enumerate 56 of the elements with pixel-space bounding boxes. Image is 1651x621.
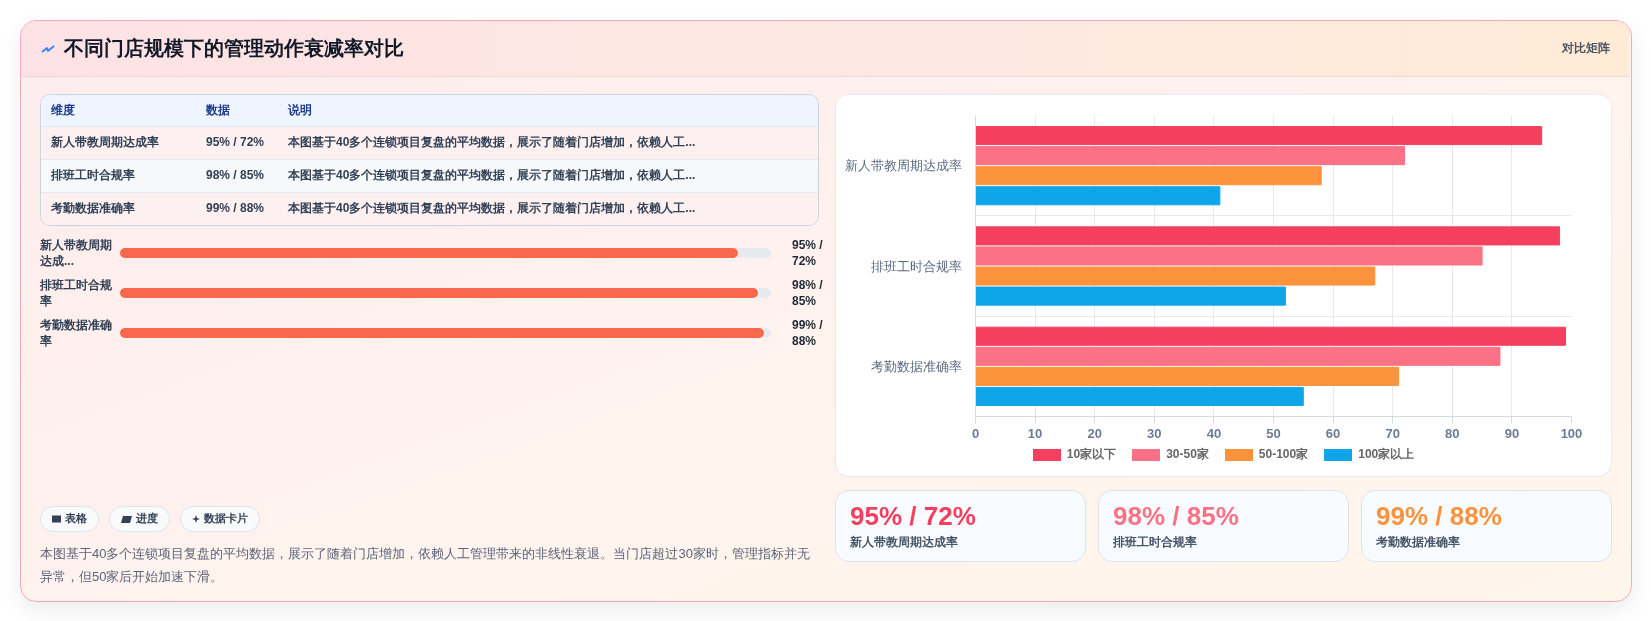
x-tick-label: 50 [1266,425,1281,441]
bar [975,266,1376,286]
x-tick-label: 30 [1147,425,1162,441]
table-cell: 95% / 72% [196,126,278,159]
chip: 进度 [109,506,170,532]
bar [975,186,1221,206]
legend-label: 50-100家 [1258,446,1309,463]
text: 本图基于40多个连锁项目复盘的平均数据，展示了随着门店增加，依赖人工管理带来的非线性衰退。当门店超过30家时，管理指标并无异常，但50家后开始加速下滑。 [40,545,811,586]
table-cell: 本图基于40多个连锁项目复盘的平均数据，展示了随着门店增加，依赖人工... [278,159,818,192]
y-tick-label: 排班工时合规率 [870,258,962,274]
table-cell: 99% / 88% [196,192,278,225]
x-tick-label: 10 [1027,425,1043,441]
data-label: 95% / 72% [792,237,824,269]
bar [975,346,1501,366]
x-tick-label: 40 [1206,425,1222,441]
data-label: 98% / 85% [792,277,824,309]
chip: 数据卡片 [180,506,260,532]
table-cell: 98% / 85% [196,159,278,192]
y-tick-label: 新人带教周期达成... [40,237,113,269]
table-cell: 维度 [41,95,196,126]
table-cell: 考勤数据准确率 [41,192,196,225]
x-tick-label: 80 [1445,425,1460,441]
y-tick-label: 新人带教周期达成率 [844,158,962,174]
data-label: 99% / 88% [792,317,824,349]
kpi-card: 95% / 72% 新人带教周期达成率 [835,490,1086,562]
bar [975,166,1322,186]
x-tick-label: 100 [1560,425,1583,441]
kpi-card: 99% / 88% 考勤数据准确率 [1361,490,1612,562]
x-tick-label: 90 [1504,425,1520,441]
header-band: 不同门店规模下的管理动作衰减率对比 对比矩阵 [21,21,1629,77]
legend-label: 30-50家 [1166,446,1209,463]
bar [975,286,1286,306]
y-tick-label: 考勤数据准确率 [870,358,962,374]
table-cell: 说明 [278,95,818,126]
bar [975,146,1406,166]
y-tick-label: 考勤数据准确率 [40,317,113,349]
bar [975,246,1483,266]
legend-label: 10家以下 [1066,446,1117,463]
x-tick-label: 20 [1087,425,1102,441]
y-tick-label: 排班工时合规率 [40,277,113,309]
table-cell: 排班工时合规率 [41,159,196,192]
chip: 表格 [40,506,99,532]
bar [975,226,1561,246]
x-tick-label: 0 [971,425,980,441]
table-cell: 本图基于40多个连锁项目复盘的平均数据，展示了随着门店增加，依赖人工... [278,192,818,225]
kpi-card: 98% / 85% 排班工时合规率 [1098,490,1349,562]
table-cell: 数据 [196,95,278,126]
x-tick-label: 70 [1385,425,1400,441]
table-cell: 本图基于40多个连锁项目复盘的平均数据，展示了随着门店增加，依赖人工... [278,126,818,159]
bar [975,326,1567,346]
bar [975,126,1543,146]
bar [975,366,1400,386]
bar [975,386,1304,406]
legend-label: 100家以上 [1358,446,1415,463]
x-tick-label: 60 [1325,425,1341,441]
table-cell: 新人带教周期达成率 [41,126,196,159]
